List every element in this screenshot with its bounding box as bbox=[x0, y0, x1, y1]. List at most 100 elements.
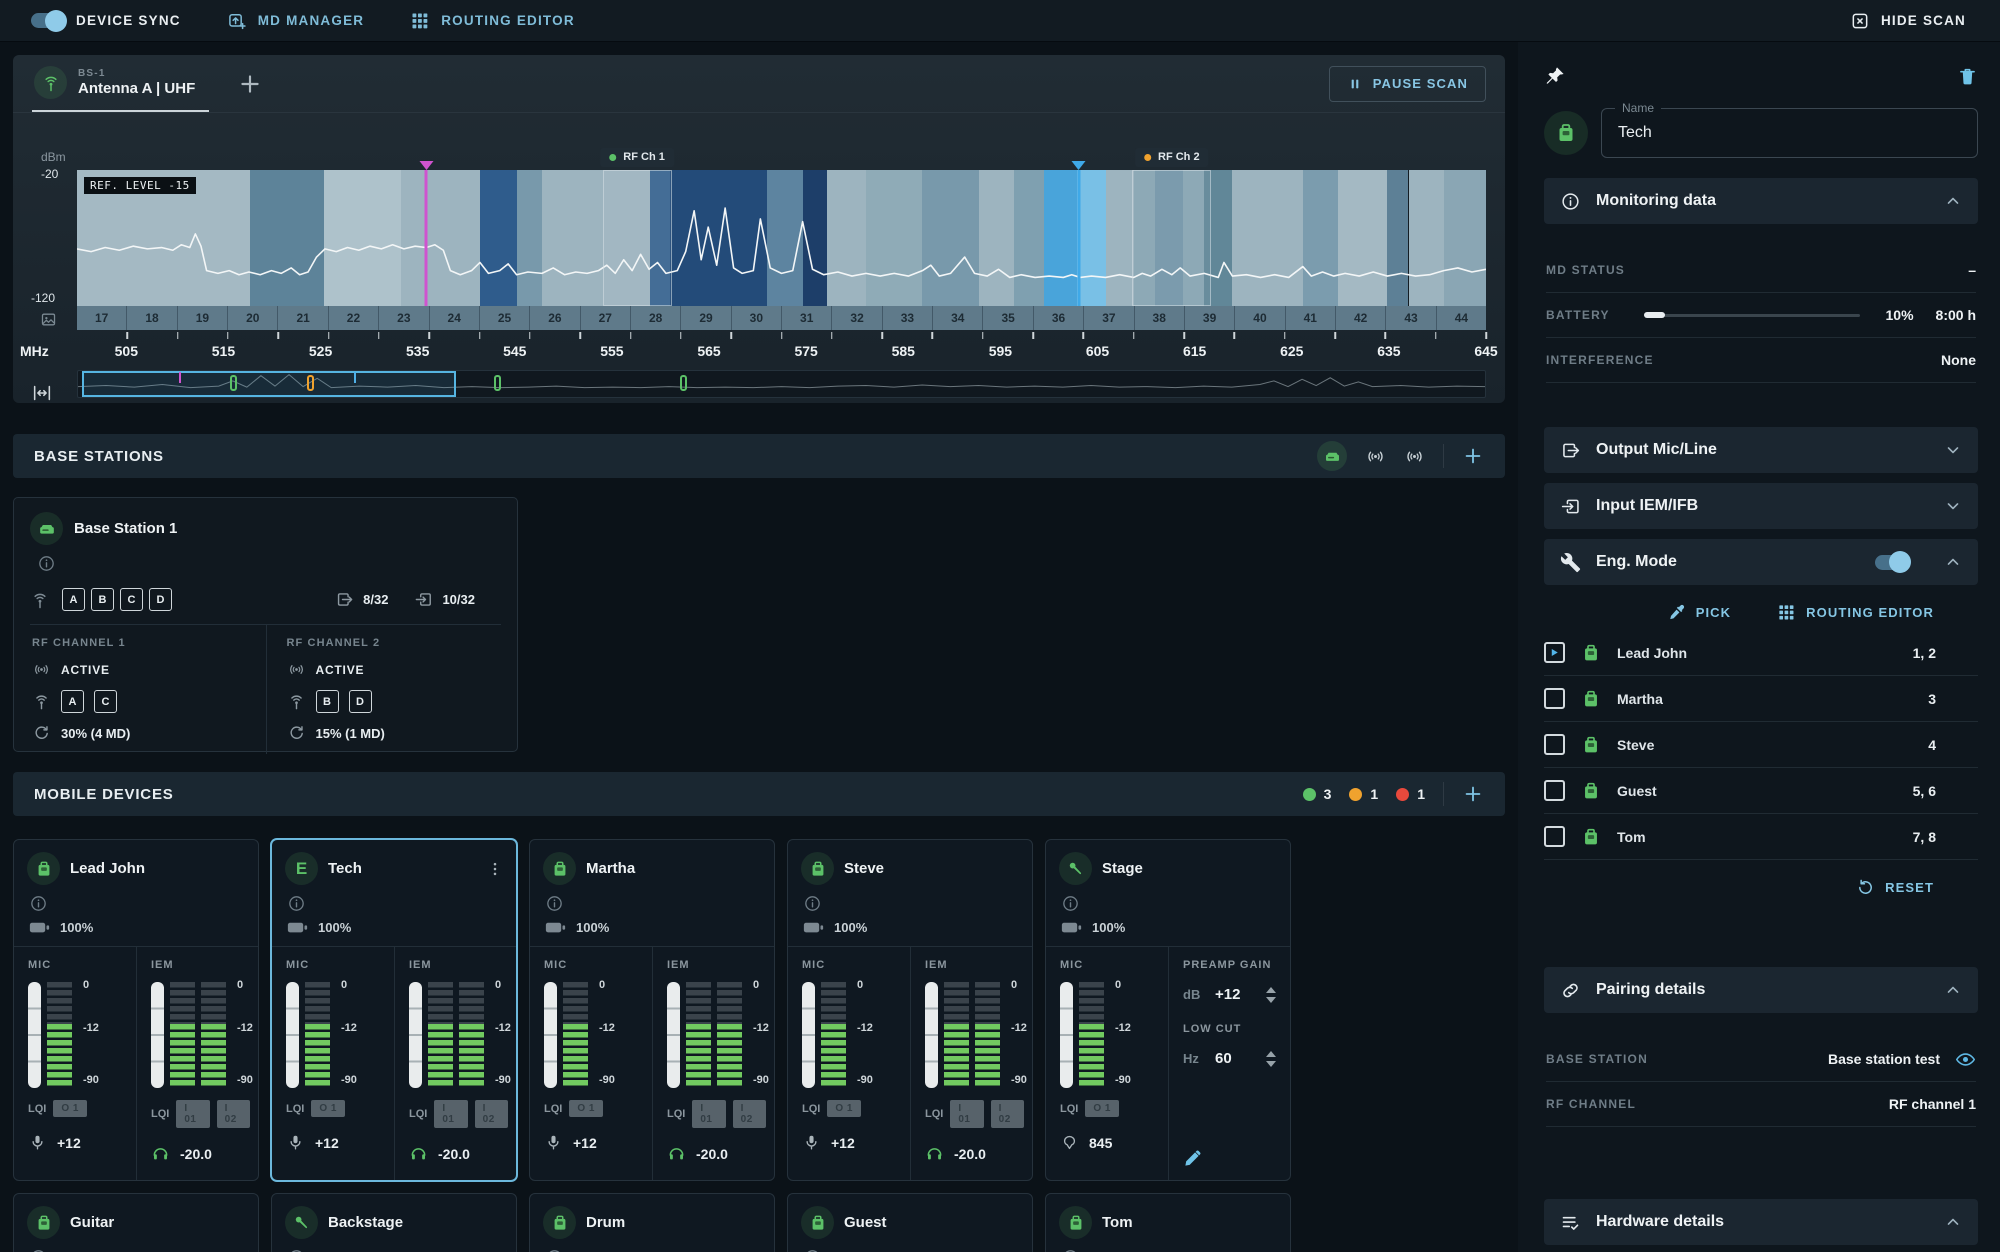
device-channels: 1, 2 bbox=[1912, 644, 1936, 661]
base-station-filter-button[interactable] bbox=[1317, 441, 1347, 471]
spectrum-scan-panel: BS-1 Antenna A | UHF PAUSE SCAN dBm -20 … bbox=[13, 55, 1505, 403]
antenna-slot: A bbox=[62, 588, 85, 611]
battery-slider[interactable] bbox=[1643, 312, 1860, 318]
spectrum-chart[interactable]: REF. LEVEL -15 bbox=[77, 161, 1486, 306]
mobile-device-card[interactable]: Backstage bbox=[271, 1193, 517, 1252]
meter-scale: 0 -12 -90 bbox=[753, 979, 769, 1086]
device-badge bbox=[27, 1206, 60, 1239]
eng-device-row[interactable]: Martha 3 bbox=[1544, 676, 1978, 722]
battery-value: 100% bbox=[576, 920, 610, 935]
add-scan-tab-button[interactable] bbox=[237, 71, 263, 97]
spectrum-minimap[interactable] bbox=[33, 370, 1486, 401]
delete-device-button[interactable] bbox=[1957, 66, 1978, 87]
device-checkbox[interactable] bbox=[1544, 826, 1565, 847]
edit-icon[interactable] bbox=[1183, 1149, 1202, 1168]
tv-channel-number: 20 bbox=[228, 306, 279, 330]
rf-level-meter bbox=[802, 982, 815, 1088]
add-base-station-button[interactable] bbox=[1462, 445, 1484, 467]
eng-device-row[interactable]: Steve 4 bbox=[1544, 722, 1978, 768]
device-name: Martha bbox=[1617, 690, 1663, 707]
mobile-device-card[interactable]: Guitar bbox=[13, 1193, 259, 1252]
zoom-extents-icon[interactable] bbox=[31, 382, 53, 404]
info-icon[interactable] bbox=[803, 1248, 822, 1252]
info-icon[interactable] bbox=[1061, 894, 1080, 913]
device-checkbox[interactable] bbox=[1544, 642, 1565, 663]
name-input[interactable] bbox=[1602, 109, 1977, 157]
hide-scan-button[interactable]: HIDE SCAN bbox=[1850, 11, 1966, 31]
mobile-device-card[interactable]: Steve 100% MIC 0 -12 -90 LQI O 1 +12 IEM 0… bbox=[787, 839, 1033, 1181]
device-sync-toggle[interactable]: DEVICE SYNC bbox=[31, 9, 181, 32]
device-checkbox[interactable] bbox=[1544, 734, 1565, 755]
y-axis-unit: dBm bbox=[41, 150, 66, 164]
mobile-device-card[interactable]: Drum bbox=[529, 1193, 775, 1252]
rf-level-meter bbox=[1060, 982, 1073, 1088]
routing-editor-link[interactable]: ROUTING EDITOR bbox=[1777, 603, 1934, 622]
mobile-device-card[interactable]: Martha 100% MIC 0 -12 -90 LQI O 1 +12 IEM … bbox=[529, 839, 775, 1181]
rf-channel-box[interactable] bbox=[602, 170, 672, 306]
pairing-details-header[interactable]: Pairing details bbox=[1544, 967, 1978, 1013]
pin-icon[interactable] bbox=[1544, 65, 1566, 87]
device-checkbox[interactable] bbox=[1544, 780, 1565, 801]
battery-icon bbox=[803, 921, 824, 934]
eng-mode-header[interactable]: Eng. Mode bbox=[1544, 539, 1978, 585]
eng-device-row[interactable]: Guest 5, 6 bbox=[1544, 768, 1978, 814]
toggle-on-icon[interactable] bbox=[31, 9, 67, 32]
info-icon[interactable] bbox=[803, 894, 822, 913]
low-cut-stepper[interactable] bbox=[1266, 1050, 1280, 1067]
frequency-label: 545 bbox=[503, 343, 527, 359]
hardware-details-header[interactable]: Hardware details bbox=[1544, 1199, 1978, 1245]
base-station-icon bbox=[37, 519, 57, 539]
device-checkbox[interactable] bbox=[1544, 688, 1565, 709]
eng-device-row[interactable]: Tom 7, 8 bbox=[1544, 814, 1978, 860]
pairing-row: BASE STATION Base station test bbox=[1546, 1037, 1976, 1082]
mobile-device-card[interactable]: Guest bbox=[787, 1193, 1033, 1252]
reset-button[interactable]: RESET bbox=[1856, 878, 1934, 897]
rf-channel-box[interactable] bbox=[1132, 170, 1212, 306]
tv-channel-number: 19 bbox=[178, 306, 229, 330]
input-iem-ifb-header[interactable]: Input IEM/IFB bbox=[1544, 483, 1978, 529]
info-icon[interactable] bbox=[545, 1248, 564, 1252]
pause-scan-button[interactable]: PAUSE SCAN bbox=[1328, 65, 1486, 102]
audio-level-meter bbox=[201, 982, 226, 1088]
info-icon[interactable] bbox=[29, 894, 48, 913]
pick-button[interactable]: PICK bbox=[1667, 603, 1731, 622]
monitoring-data-header[interactable]: Monitoring data bbox=[1544, 178, 1978, 224]
info-icon[interactable] bbox=[545, 894, 564, 913]
info-icon[interactable] bbox=[1061, 1248, 1080, 1252]
output-mic-line-header[interactable]: Output Mic/Line bbox=[1544, 427, 1978, 473]
mobile-device-card[interactable]: Tom bbox=[1045, 1193, 1291, 1252]
snapshot-icon[interactable] bbox=[40, 311, 57, 328]
axis-tick bbox=[881, 332, 883, 339]
info-icon[interactable] bbox=[287, 1248, 306, 1252]
rf-channel-label[interactable]: RF Ch 2 bbox=[1135, 148, 1209, 167]
tv-channel-band bbox=[1105, 170, 1134, 306]
info-icon[interactable] bbox=[37, 554, 56, 573]
audio-level-meter bbox=[717, 982, 742, 1088]
tab-antenna-a[interactable]: BS-1 Antenna A | UHF bbox=[32, 55, 210, 112]
tv-channel-number: 34 bbox=[933, 306, 984, 330]
info-icon[interactable] bbox=[287, 894, 306, 913]
rf-channel-label[interactable]: RF Ch 1 bbox=[600, 148, 674, 167]
kebab-menu-icon[interactable] bbox=[486, 860, 504, 878]
mobile-device-card[interactable]: Stage 100% MIC 0 -12 -90 LQI O 1 845 PREAM… bbox=[1045, 839, 1291, 1181]
eng-device-row[interactable]: Lead John 1, 2 bbox=[1544, 630, 1978, 676]
eye-icon[interactable] bbox=[1955, 1049, 1976, 1070]
minimap-viewport[interactable] bbox=[82, 371, 457, 397]
rf-signal-icon[interactable] bbox=[1365, 446, 1386, 467]
info-icon[interactable] bbox=[29, 1248, 48, 1252]
mobile-device-card[interactable]: Lead John 100% MIC 0 -12 -90 LQI O 1 +12 I… bbox=[13, 839, 259, 1181]
blue-frequency-cursor[interactable] bbox=[1071, 161, 1086, 306]
magenta-frequency-cursor[interactable] bbox=[419, 161, 434, 306]
preamp-gain-stepper[interactable] bbox=[1266, 986, 1280, 1003]
routing-editor-button[interactable]: ROUTING EDITOR bbox=[410, 11, 575, 31]
rf-signal-icon[interactable] bbox=[1404, 446, 1425, 467]
tv-channel-number: 30 bbox=[732, 306, 783, 330]
name-field[interactable]: Name bbox=[1601, 101, 1978, 158]
md-manager-button[interactable]: MD MANAGER bbox=[227, 11, 365, 31]
meter-column: MIC 0 -12 -90 LQI O 1 845 bbox=[1046, 947, 1168, 1180]
eng-mode-toggle[interactable] bbox=[1875, 551, 1911, 573]
add-mobile-device-button[interactable] bbox=[1462, 783, 1484, 805]
axis-tick bbox=[1082, 332, 1085, 339]
mobile-device-card[interactable]: E Tech 100% MIC 0 -12 -90 LQI O 1 +12 IEM … bbox=[271, 839, 517, 1181]
